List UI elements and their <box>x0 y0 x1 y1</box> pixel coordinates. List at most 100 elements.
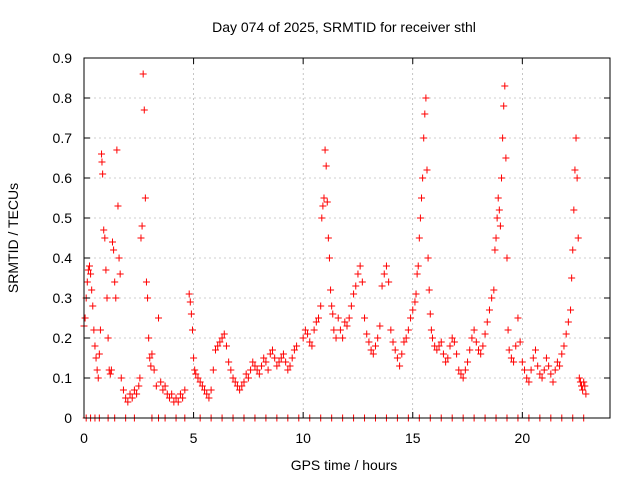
data-point <box>187 310 195 318</box>
data-point <box>580 378 588 386</box>
data-point <box>459 374 467 382</box>
data-point <box>485 306 493 314</box>
data-point <box>247 366 255 374</box>
data-point <box>231 378 239 386</box>
data-point <box>385 278 393 286</box>
data-point <box>365 338 373 346</box>
data-point <box>328 302 336 310</box>
data-point <box>426 310 434 318</box>
grid <box>84 58 610 418</box>
data-point <box>325 254 333 262</box>
data-point <box>203 390 211 398</box>
data-point <box>100 226 108 234</box>
data-point <box>416 214 424 222</box>
data-point <box>556 362 564 370</box>
data-point <box>106 370 114 378</box>
data-point <box>450 338 458 346</box>
data-point <box>527 366 535 374</box>
data-point <box>481 330 489 338</box>
data-point <box>98 158 106 166</box>
data-points <box>80 70 590 422</box>
data-point <box>448 334 456 342</box>
data-point <box>299 334 307 342</box>
data-point <box>343 322 351 330</box>
data-point <box>466 346 474 354</box>
data-point <box>512 342 520 350</box>
data-point <box>161 382 169 390</box>
data-point <box>87 270 95 278</box>
data-point <box>424 254 432 262</box>
data-point <box>114 202 122 210</box>
data-point <box>496 222 504 230</box>
data-point <box>214 342 222 350</box>
data-point <box>201 386 209 394</box>
data-point <box>88 286 96 294</box>
y-tick-label: 0.3 <box>53 290 73 306</box>
data-point <box>264 366 272 374</box>
data-point <box>227 366 235 374</box>
data-point <box>190 354 198 362</box>
data-point <box>422 94 430 102</box>
data-point <box>253 366 261 374</box>
data-point <box>573 174 581 182</box>
data-point <box>103 294 111 302</box>
data-point <box>152 382 160 390</box>
data-point <box>423 166 431 174</box>
y-tick-label: 0.5 <box>53 210 73 226</box>
data-point <box>128 394 136 402</box>
data-point <box>336 326 344 334</box>
data-point <box>288 354 296 362</box>
data-point <box>400 338 408 346</box>
data-point <box>547 370 555 378</box>
data-point <box>242 370 250 378</box>
data-point <box>327 286 335 294</box>
data-point <box>404 326 412 334</box>
data-point <box>453 350 461 358</box>
data-point <box>455 366 463 374</box>
data-point <box>165 394 173 402</box>
data-point <box>363 330 371 338</box>
data-point <box>133 390 141 398</box>
x-tick-label: 15 <box>405 430 421 446</box>
data-point <box>475 346 482 354</box>
data-point <box>317 302 325 310</box>
data-point <box>321 146 329 154</box>
data-point <box>581 382 589 390</box>
data-point <box>93 366 101 374</box>
data-point <box>172 394 180 402</box>
data-point <box>104 334 112 342</box>
data-point <box>391 346 399 354</box>
data-point <box>444 354 452 362</box>
data-point <box>142 278 150 286</box>
y-tick-label: 0.7 <box>53 130 73 146</box>
data-point <box>101 234 109 242</box>
y-tick-label: 0.2 <box>53 330 73 346</box>
x-axis-ticks: 0 5 10 15 20 <box>80 58 530 446</box>
data-point <box>330 326 338 334</box>
data-point <box>308 342 316 350</box>
data-point <box>244 374 252 382</box>
data-point <box>320 194 328 202</box>
data-point <box>198 382 206 390</box>
data-point <box>419 174 427 182</box>
data-point <box>350 290 358 298</box>
data-point <box>536 370 544 378</box>
data-point <box>112 294 120 302</box>
data-point <box>255 370 263 378</box>
data-point <box>378 282 386 290</box>
data-point <box>225 358 233 366</box>
y-tick-label: 0.1 <box>53 370 73 386</box>
data-point <box>505 346 513 354</box>
data-point <box>491 246 499 254</box>
data-point <box>503 254 511 262</box>
data-point <box>312 318 320 326</box>
data-point <box>159 386 167 394</box>
data-point <box>135 382 143 390</box>
data-point <box>286 362 294 370</box>
data-point <box>222 342 230 350</box>
data-point <box>332 334 340 342</box>
data-point <box>354 270 362 278</box>
data-point <box>126 390 134 398</box>
data-point <box>130 386 138 394</box>
data-point <box>141 194 149 202</box>
